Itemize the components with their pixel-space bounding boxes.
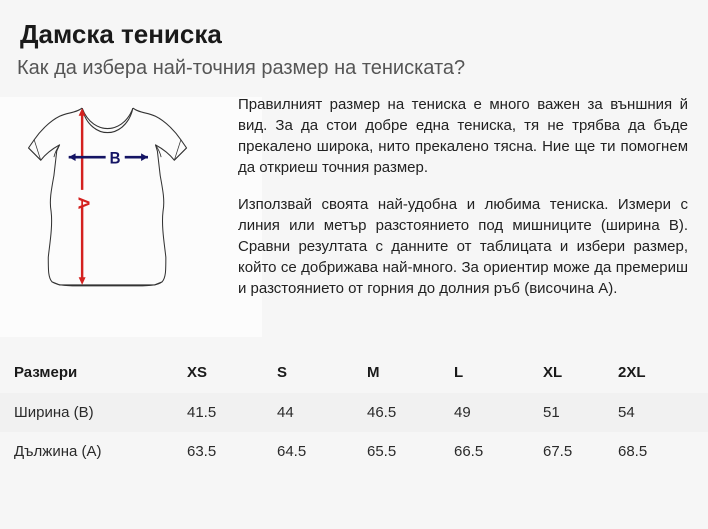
svg-text:A: A xyxy=(75,197,93,210)
svg-text:B: B xyxy=(110,150,121,168)
